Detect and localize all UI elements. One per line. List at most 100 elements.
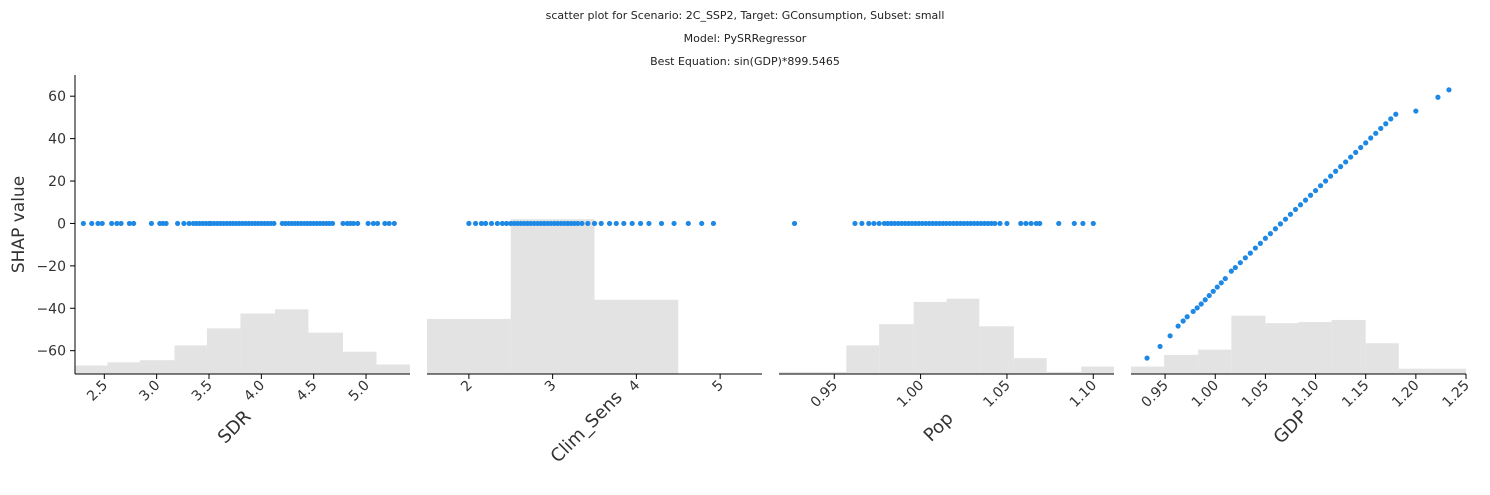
scatter-point bbox=[99, 220, 105, 227]
histogram-bar bbox=[274, 309, 309, 374]
scatter-point bbox=[1232, 264, 1238, 271]
scatter-point bbox=[613, 220, 619, 227]
scatter-point bbox=[494, 220, 500, 227]
histogram-bar bbox=[343, 351, 377, 374]
histogram-bar bbox=[594, 299, 679, 374]
y-tick-label: −20 bbox=[36, 259, 66, 275]
scatter-point bbox=[1368, 135, 1374, 141]
scatter-point bbox=[575, 220, 581, 227]
scatter-point bbox=[1214, 284, 1220, 290]
scatter-point bbox=[355, 220, 361, 227]
scatter-point bbox=[365, 220, 371, 227]
scatter-point bbox=[1358, 144, 1364, 151]
x-tick-label: 4.0 bbox=[241, 378, 268, 405]
histogram-bar bbox=[1081, 366, 1114, 374]
scatter-point bbox=[1277, 221, 1284, 227]
panel-clim-sens: 2 3 4 5 Clim_Sens bbox=[427, 219, 762, 467]
scatter-point bbox=[181, 220, 187, 227]
scatter-point bbox=[1180, 318, 1186, 324]
scatter-point bbox=[186, 220, 192, 227]
scatter-point bbox=[1222, 275, 1228, 282]
scatter-point bbox=[1373, 130, 1379, 136]
scatter-point bbox=[1056, 220, 1062, 227]
scatter-point bbox=[488, 220, 495, 227]
histogram-bar bbox=[1298, 322, 1332, 374]
scatter-point bbox=[1348, 154, 1354, 160]
scatter-point bbox=[606, 220, 613, 227]
histogram-bar bbox=[1046, 371, 1082, 374]
scatter-point bbox=[1157, 343, 1163, 350]
scatter-point bbox=[1198, 301, 1204, 307]
x-axis-label: Clim_Sens bbox=[547, 387, 627, 467]
figure-title-equation: Best Equation: sin(GDP)*899.5465 bbox=[650, 55, 840, 68]
scatter-point bbox=[1383, 121, 1389, 127]
scatter-point bbox=[472, 220, 479, 227]
scatter-point bbox=[478, 220, 485, 227]
scatter-point bbox=[118, 220, 124, 227]
scatter-point bbox=[1393, 111, 1399, 117]
scatter-point bbox=[109, 220, 115, 227]
histogram-bar bbox=[1231, 315, 1266, 374]
scatter-point bbox=[791, 220, 798, 227]
scatter-point bbox=[1282, 216, 1289, 222]
histogram-bar bbox=[779, 371, 812, 374]
x-tick-label: 1.10 bbox=[1289, 378, 1322, 411]
scatter-point bbox=[1190, 308, 1196, 315]
panel-gdp: 0.95 1.00 1.05 1.10 1.15 1.20 1.25 GDP bbox=[1131, 87, 1473, 448]
scatter-point bbox=[1242, 255, 1248, 261]
histogram-bar bbox=[946, 298, 980, 374]
y-tick-label: 0 bbox=[57, 216, 66, 232]
scatter-point bbox=[685, 220, 691, 227]
scatter-point bbox=[374, 220, 381, 227]
scatter-point bbox=[671, 220, 677, 227]
panel-sdr: 2.5 3.0 3.5 4.0 4.5 5.0 SDR −60 −40 −20 0 20 40 60 SHA… bbox=[9, 75, 410, 448]
scatter-point bbox=[598, 220, 604, 227]
scatter-point bbox=[1262, 235, 1269, 241]
scatter-point bbox=[391, 220, 397, 227]
histogram-bar bbox=[979, 326, 1014, 374]
scatter-point bbox=[1363, 140, 1369, 146]
scatter-point bbox=[340, 220, 346, 227]
x-tick-label: 5.0 bbox=[346, 378, 373, 405]
x-tick-label: 1.20 bbox=[1389, 378, 1422, 411]
scatter-point bbox=[699, 220, 705, 227]
scatter-point bbox=[637, 220, 644, 227]
x-tick-label: 5 bbox=[709, 378, 727, 396]
scatter-point bbox=[1343, 159, 1349, 165]
scatter-point bbox=[1071, 220, 1077, 227]
x-tick-label: 1.25 bbox=[1439, 378, 1472, 411]
scatter-point bbox=[1287, 211, 1294, 217]
histogram-bar bbox=[206, 328, 241, 374]
scatter-point bbox=[1218, 280, 1224, 286]
scatter-point bbox=[174, 220, 181, 227]
scatter-point bbox=[1206, 292, 1212, 299]
scatter-point bbox=[148, 220, 155, 227]
scatter-point bbox=[1446, 87, 1452, 93]
scatter-point bbox=[1333, 168, 1339, 174]
scatter-point bbox=[114, 220, 120, 227]
scatter-point bbox=[80, 220, 86, 227]
histogram-bar bbox=[846, 345, 880, 374]
scatter-point bbox=[483, 220, 489, 227]
scatter-point bbox=[1302, 197, 1309, 203]
scatter-point bbox=[1184, 314, 1190, 320]
scatter-point bbox=[1435, 94, 1441, 100]
scatter-point bbox=[1247, 250, 1253, 256]
scatter-point bbox=[621, 220, 627, 227]
histogram-bar bbox=[1131, 366, 1165, 374]
x-tick-label: 3.5 bbox=[189, 378, 216, 405]
x-tick-label: 4.5 bbox=[293, 378, 320, 405]
scatter-point bbox=[1312, 187, 1319, 194]
scatter-point bbox=[591, 220, 598, 227]
histogram-bar bbox=[1265, 323, 1299, 374]
scatter-point bbox=[579, 220, 585, 227]
x-tick-label: 0.95 bbox=[808, 378, 841, 411]
scatter-point bbox=[629, 220, 635, 227]
scatter-point bbox=[1322, 178, 1329, 184]
scatter-point bbox=[1272, 226, 1279, 232]
x-axis-label: GDP bbox=[1270, 406, 1312, 448]
histogram-bar bbox=[1431, 368, 1466, 374]
histogram-bar bbox=[811, 371, 847, 374]
y-tick-label: 60 bbox=[48, 89, 66, 105]
scatter-point bbox=[1252, 245, 1258, 251]
